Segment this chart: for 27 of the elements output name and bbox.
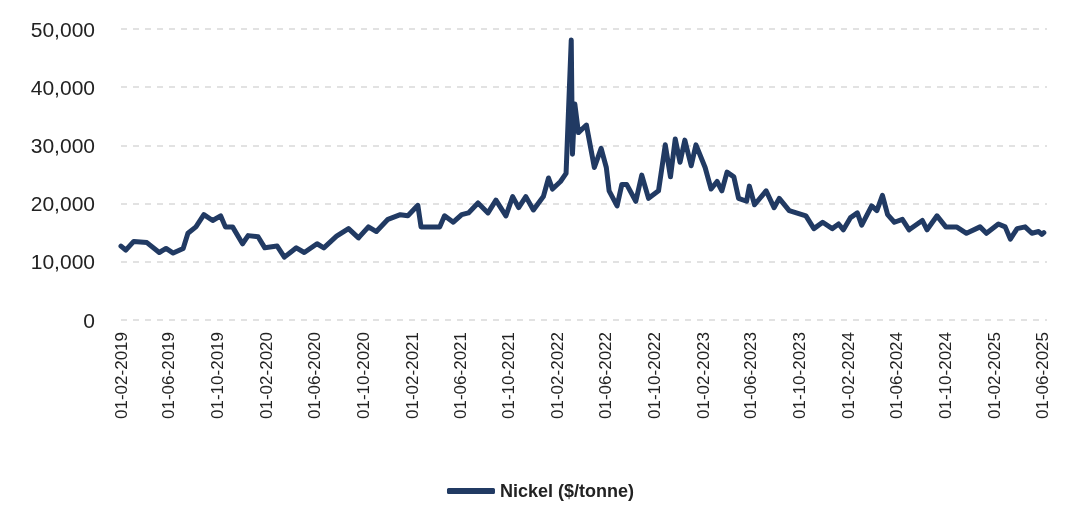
y-tick-label: 30,000 [30,133,95,157]
x-tick-label: 01-10-2024 [935,332,955,419]
y-tick-label: 50,000 [30,17,95,41]
x-tick-label: 01-10-2022 [644,332,664,419]
y-tick-label: 0 [83,308,95,332]
x-tick-label: 01-06-2023 [741,332,761,419]
x-tick-label: 01-06-2025 [1032,332,1052,419]
x-tick-label: 01-06-2021 [450,332,470,419]
x-tick-label: 01-06-2020 [305,332,325,419]
x-tick-label: 01-02-2022 [548,332,568,419]
x-tick-label: 01-02-2024 [839,332,859,419]
x-tick-label: 01-10-2021 [499,332,519,419]
x-tick-label: 01-02-2025 [984,332,1004,419]
y-tick-label: 40,000 [30,75,95,99]
y-tick-label: 20,000 [30,192,95,216]
x-tick-label: 01-10-2019 [207,332,227,419]
legend-label: Nickel ($/tonne) [499,481,635,501]
y-tick-label: 10,000 [30,250,95,274]
x-tick-label: 01-10-2020 [353,332,373,419]
x-tick-label: 01-02-2020 [256,332,276,419]
x-tick-label: 01-02-2021 [402,332,422,419]
x-tick-label: 01-02-2023 [693,332,713,419]
x-tick-label: 01-06-2022 [596,332,616,419]
x-tick-label: 01-02-2019 [111,332,131,419]
x-tick-label: 01-06-2019 [159,332,179,419]
x-tick-label: 01-06-2024 [887,332,907,419]
x-tick-label: 01-10-2023 [790,332,810,419]
